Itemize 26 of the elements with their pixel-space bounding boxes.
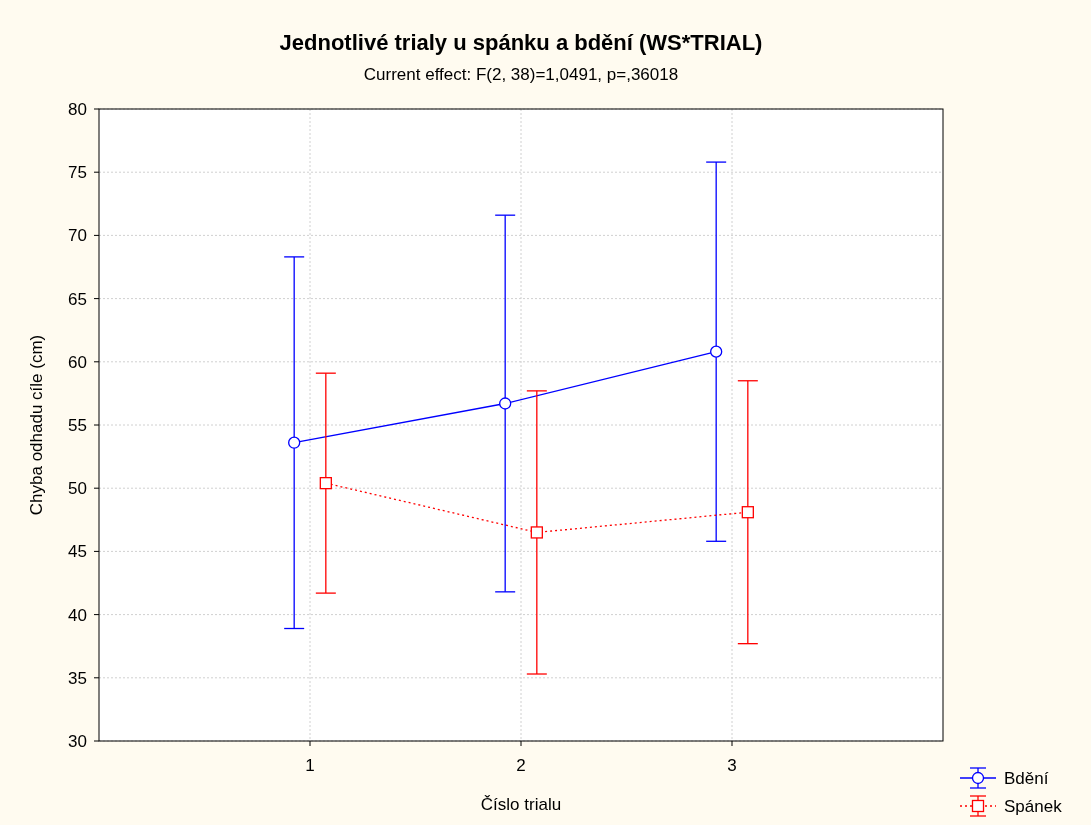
y-tick-label: 40	[68, 605, 87, 625]
y-tick-label: 30	[68, 732, 87, 751]
point	[319, 476, 332, 490]
point	[530, 526, 543, 539]
x-axis-title: Číslo trialu	[480, 795, 562, 814]
chart-subtitle: Current effect: F(2, 38)=1,0491, p=,36018	[363, 65, 679, 84]
y-tick-label: 60	[68, 352, 87, 372]
y-tick-label: 80	[68, 100, 87, 119]
x-tick-label: 2	[516, 756, 526, 775]
y-tick-label: 65	[68, 289, 87, 309]
point	[288, 436, 301, 449]
point	[710, 345, 723, 358]
legend-label: Bdění	[1004, 769, 1049, 788]
y-tick-label: 75	[68, 163, 87, 183]
point	[741, 506, 754, 519]
chart-title: Jednotlivé trialy u spánku a bdění (WS*TRIAL)	[279, 30, 763, 55]
y-tick-label: 45	[68, 542, 87, 562]
x-tick-label: 3	[727, 756, 737, 775]
y-tick-label: 55	[68, 416, 87, 435]
y-tick-label: 35	[68, 668, 87, 688]
y-tick-label: 70	[68, 226, 87, 246]
y-tick-label: 50	[68, 479, 87, 499]
x-tick-label: 1	[305, 756, 315, 775]
y-axis-title: Chyba odhadu cíle (cm)	[27, 334, 46, 516]
legend-label: Spánek	[1004, 797, 1063, 816]
point	[499, 397, 512, 410]
